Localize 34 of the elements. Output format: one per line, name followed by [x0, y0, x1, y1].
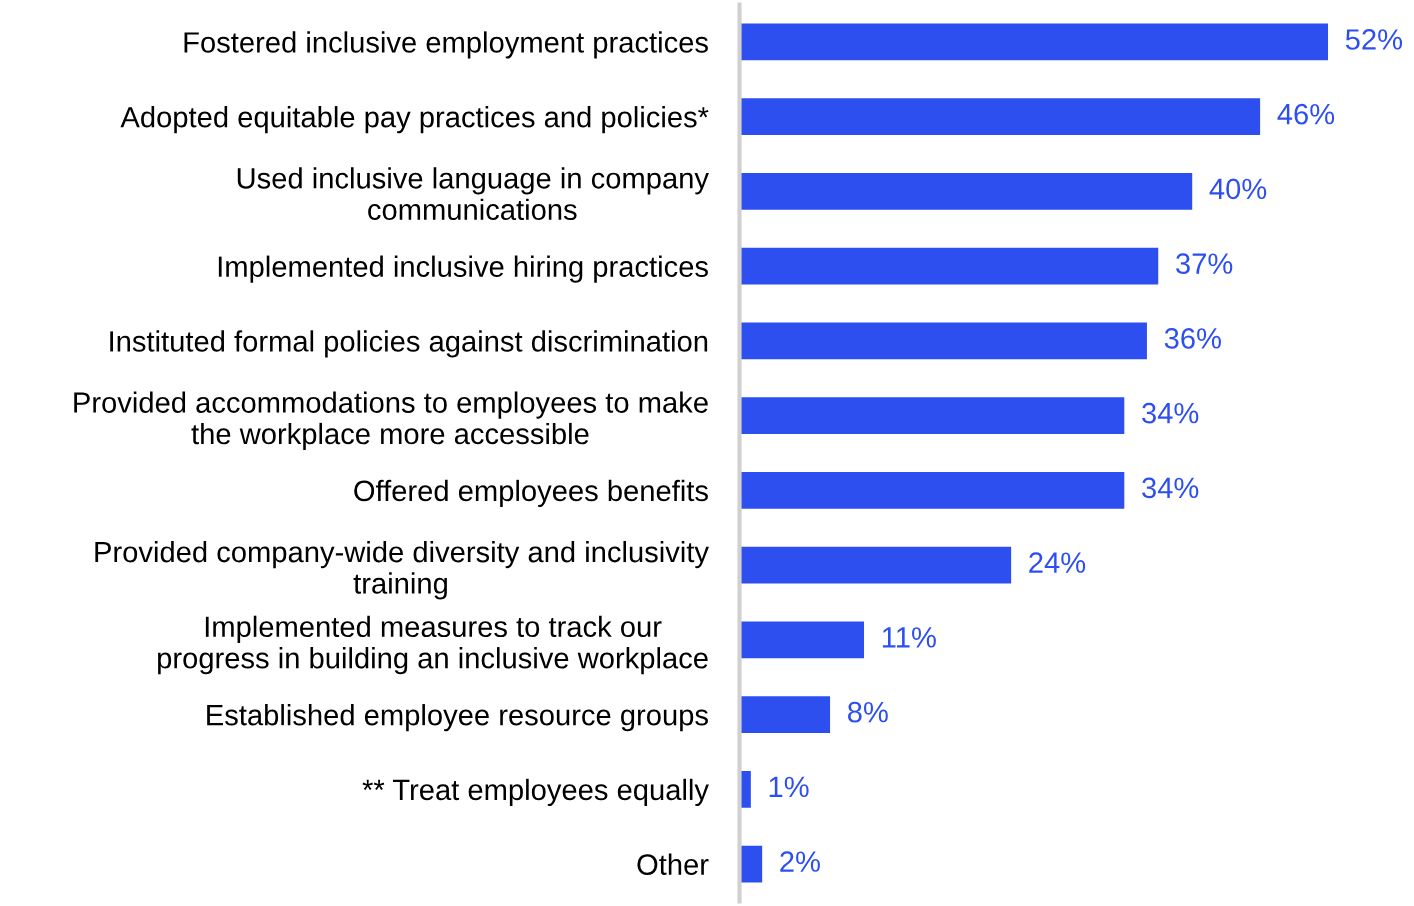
data-label: 36%	[1164, 328, 1221, 349]
y-tick-label: Other	[637, 853, 709, 875]
data-label: 2%	[780, 851, 820, 872]
data-label: 46%	[1277, 103, 1335, 125]
bar	[739, 397, 1125, 434]
bar	[739, 98, 1261, 135]
y-tick-label: ** Treat employees equally	[362, 778, 709, 806]
data-label: 11%	[882, 627, 936, 648]
data-label: 8%	[847, 701, 888, 723]
y-tick-label: Established employee resource groups	[207, 704, 708, 732]
bar	[739, 696, 831, 733]
bar	[739, 322, 1147, 360]
data-label: 34%	[1142, 477, 1199, 499]
data-label: 34%	[1142, 402, 1199, 424]
bar	[739, 472, 1125, 509]
y-tick-label: Adopted equitable pay practices and policies*	[120, 106, 709, 134]
y-tick-label: Offered employees benefits	[354, 479, 708, 507]
y-tick-label: Implemented inclusive hiring practices	[218, 255, 708, 283]
data-label: 40%	[1209, 178, 1267, 200]
bar	[739, 546, 1012, 584]
y-tick-label: Provided accommodations to employees to make the workplace more accessible	[74, 391, 708, 451]
bar	[739, 621, 865, 659]
y-tick-label: Provided company-wide diversity and inclusivity training	[95, 540, 709, 600]
y-tick-label: Fostered inclusive employment practices	[184, 31, 708, 59]
y-tick-label: Implemented measures to track our progress in building an inclusive workplace	[158, 615, 708, 675]
y-tick-label: Used inclusive language in company communications	[237, 167, 709, 221]
data-label: 37%	[1176, 253, 1233, 274]
data-label: 1%	[769, 776, 809, 798]
bar	[739, 247, 1159, 285]
y-tick-label: Instituted formal policies against discrimination	[110, 330, 708, 358]
bar	[739, 173, 1193, 210]
bar	[739, 23, 1329, 61]
data-label: 52%	[1345, 29, 1403, 50]
data-label: 24%	[1029, 552, 1086, 573]
